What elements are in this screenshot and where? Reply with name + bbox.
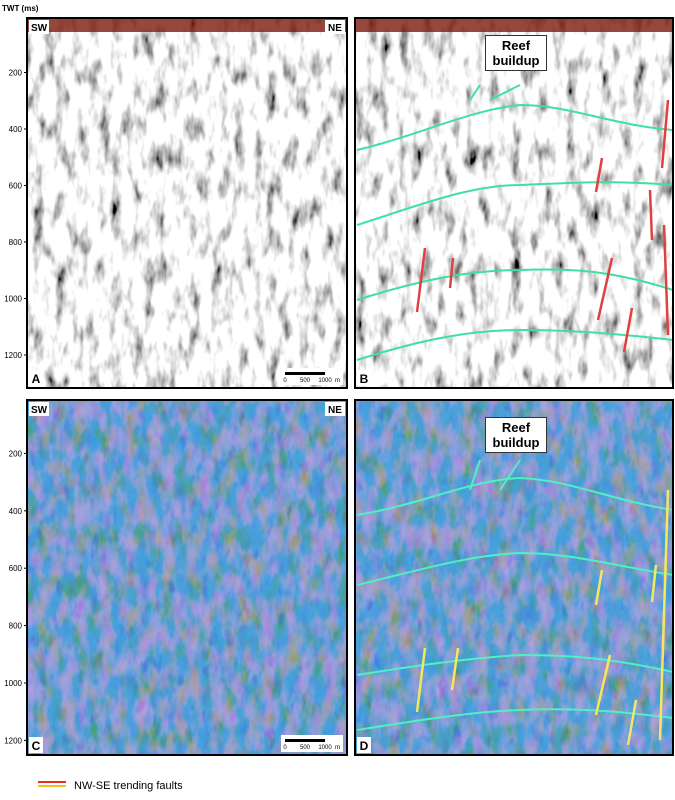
fault [622,307,634,353]
horizon [356,103,674,151]
fault [415,647,427,713]
tint [27,400,347,755]
label-box [29,737,43,753]
fault [594,569,604,606]
panel-label: A [32,372,41,386]
frame [354,399,674,756]
fault [658,489,670,741]
faults [415,99,670,353]
frame [354,17,674,389]
scale-label: 1000 [318,378,332,384]
fault [596,257,614,321]
seismic-image [355,18,673,388]
y-tick-label: 200 [9,69,23,78]
frame [26,399,348,756]
label-box [29,402,49,416]
scale-unit: m [335,378,340,384]
fault [448,257,455,289]
fault [594,157,604,193]
label-box [29,20,49,34]
scale-bar [285,739,325,742]
y-tick-label: 800 [9,622,23,631]
y-tick-label: 1200 [4,351,22,360]
scale-label: 0 [283,378,287,384]
scale-label: 500 [300,378,311,384]
panel-label: D [360,739,369,753]
annotation: Reef buildup [485,35,547,71]
y-tick-label: 600 [9,182,23,191]
label-box [325,402,345,416]
horizon [356,708,674,731]
scale-label: 1000 [318,745,332,751]
seismic-attribute-image [27,400,347,755]
direction-label: SW [31,405,48,416]
frame [26,17,348,389]
fault [660,99,670,169]
y-tick-label: 400 [9,125,23,134]
fault [626,699,638,746]
pointer [469,459,521,491]
fault [594,654,612,716]
y-tick-label: 200 [9,449,23,458]
label-box [29,370,43,386]
label-box [357,737,371,753]
horizons [356,84,674,361]
fault [648,189,654,241]
legend-text: NW-SE trending faults [74,780,183,792]
scale-unit: m [335,745,340,751]
horizon [356,476,674,516]
near-surface-band [27,18,347,32]
near-surface-band [355,18,673,32]
direction-label: SW [31,23,48,34]
direction-label: NE [328,23,342,34]
annotation: Reef buildup [485,417,547,453]
faults [415,489,670,746]
horizon [356,551,674,586]
panel-label: C [32,739,41,753]
axis-label: TWT (ms) [2,4,39,13]
seismic-image [27,18,347,388]
direction-label: NE [328,405,342,416]
fault [450,647,460,691]
horizon [356,328,674,361]
scale-label: 0 [283,745,287,751]
scale-label: 500 [300,745,311,751]
horizon [356,653,674,676]
scale-bar [285,372,325,375]
y-tick-label: 1000 [4,679,22,688]
horizons [356,459,674,731]
y-tick-label: 1200 [4,736,22,745]
panel-label: B [360,372,369,386]
scale-box [281,368,343,385]
fault [415,247,427,313]
pointer [469,84,521,101]
scale-box [281,735,343,752]
y-tick-label: 600 [9,564,23,573]
y-tick-label: 400 [9,507,23,516]
tint [355,400,673,755]
frames [26,17,674,756]
y-tick-label: 1000 [4,295,22,304]
label-box [357,370,371,386]
label-box [325,20,345,34]
seismic-attribute-image [355,400,673,755]
y-tick-label: 800 [9,238,23,247]
horizon [356,181,674,226]
horizon [356,268,674,301]
fault [662,224,670,336]
fault [650,564,658,603]
